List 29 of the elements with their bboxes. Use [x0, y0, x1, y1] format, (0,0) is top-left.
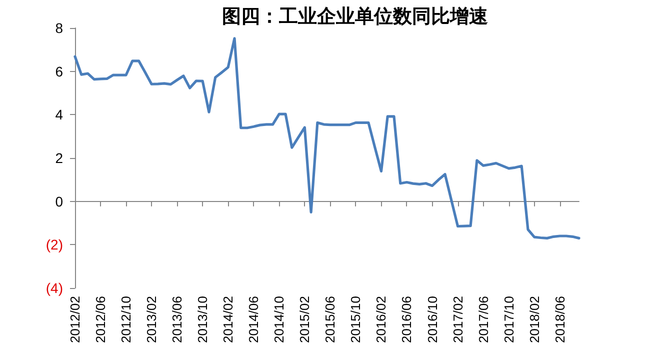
x-tick-label: 2013/06	[170, 296, 185, 344]
x-tick-label: 2012/10	[118, 296, 134, 344]
x-tick-label: 2015/02	[297, 296, 312, 344]
x-tick-label: 2018/02	[526, 296, 542, 344]
x-tick-label: 2012/06	[93, 296, 108, 344]
y-tick-label: 4	[55, 106, 64, 123]
x-tick-label: 2016/10	[424, 296, 440, 344]
y-tick-label: (4)	[46, 280, 63, 296]
y-tick-label: 2	[55, 150, 64, 166]
x-tick-label: 2013/10	[195, 296, 210, 344]
x-tick-label: 2014/06	[246, 296, 262, 344]
x-tick-label: 2015/06	[322, 296, 338, 344]
chart-title: 图四：工业企业单位数同比增速	[222, 6, 488, 28]
y-tick-label: 8	[55, 20, 64, 36]
x-tick-label: 2016/02	[374, 296, 389, 344]
line-series	[74, 37, 580, 240]
x-tick-label: 2012/02	[68, 296, 82, 344]
x-tick-label: 2015/10	[348, 296, 364, 344]
x-tick-label: 2014/10	[272, 296, 287, 344]
x-tick-label: 2014/02	[220, 296, 236, 344]
x-tick-label: 2017/10	[501, 296, 516, 344]
x-tick-label: 2013/02	[144, 296, 160, 344]
y-tick-label: 6	[55, 63, 64, 80]
x-tick-label: 2018/06	[552, 296, 568, 344]
x-tick-label: 2017/02	[450, 296, 466, 344]
y-tick-label: (2)	[46, 236, 63, 253]
x-tick-label: 2016/06	[399, 296, 414, 344]
x-tick-label: 2017/06	[476, 296, 491, 344]
y-tick-label: 0	[55, 193, 64, 210]
